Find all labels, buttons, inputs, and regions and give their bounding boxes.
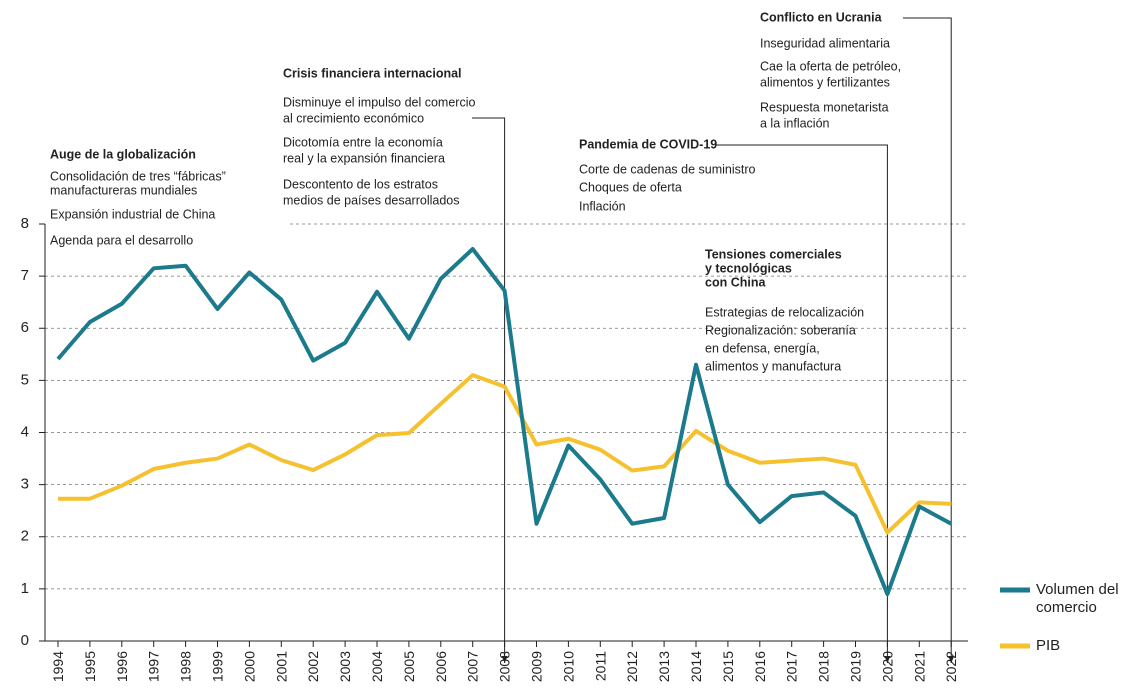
annotation-item: Consolidación de tres “fábricas” bbox=[50, 169, 226, 183]
x-tick-label: 2021 bbox=[911, 651, 927, 682]
x-tick-label: 2006 bbox=[433, 651, 449, 682]
x-tick-label: 2016 bbox=[752, 651, 768, 682]
x-tick-label: 1996 bbox=[114, 651, 130, 682]
x-tick-label: 2009 bbox=[529, 651, 545, 682]
x-tick-label: 2004 bbox=[369, 651, 385, 682]
x-tick-label: 2020 bbox=[879, 651, 895, 682]
line-series bbox=[58, 373, 952, 535]
x-tick-label: 2022 bbox=[943, 651, 959, 682]
annotation-item: manufactureras mundiales bbox=[50, 183, 197, 197]
x-tick-label: 2005 bbox=[401, 651, 417, 682]
x-tick-label: 2019 bbox=[848, 651, 864, 682]
annotation-item: Corte de cadenas de suministro bbox=[579, 162, 756, 176]
y-tick-label: 3 bbox=[21, 476, 29, 493]
y-tick-label: 4 bbox=[21, 423, 29, 440]
x-tick-label: 1999 bbox=[210, 651, 226, 682]
y-tick-label: 0 bbox=[21, 632, 29, 649]
legend-label: PIB bbox=[1036, 637, 1061, 654]
y-tick-label: 1 bbox=[21, 580, 29, 597]
annotation-title: Crisis financiera internacional bbox=[283, 66, 462, 80]
x-tick-label: 1997 bbox=[146, 651, 162, 682]
x-tick-label: 2017 bbox=[784, 651, 800, 682]
annotation-item: Dicotomía entre la economía bbox=[283, 135, 443, 149]
annotation-item: Choques de oferta bbox=[579, 180, 682, 194]
annotation-item: al crecimiento económico bbox=[283, 111, 424, 125]
annotation-item: a la inflación bbox=[760, 116, 830, 130]
annotation-item: Cae la oferta de petróleo, bbox=[760, 59, 901, 73]
x-tick-label: 2012 bbox=[624, 651, 640, 682]
x-tick-label: 1995 bbox=[82, 651, 98, 682]
x-tick-label: 2002 bbox=[305, 651, 321, 682]
annotation-item: Descontento de los estratos bbox=[283, 177, 438, 191]
annotation-title: Auge de la globalización bbox=[50, 147, 196, 161]
x-tick-label: 2018 bbox=[816, 651, 832, 682]
x-tick-label: 2013 bbox=[656, 651, 672, 682]
annotation-item: Inflación bbox=[579, 199, 626, 213]
annotation-title: con China bbox=[705, 275, 766, 289]
y-tick-label: 8 bbox=[21, 215, 29, 232]
x-tick-label: 2015 bbox=[720, 651, 736, 682]
annotation-item: Inseguridad alimentaria bbox=[760, 36, 890, 50]
connector-head bbox=[501, 656, 508, 663]
annotation-item: real y la expansión financiera bbox=[283, 151, 445, 165]
annotation-item: Expansión industrial de China bbox=[50, 207, 215, 221]
annotation-title: y tecnológicas bbox=[705, 261, 792, 275]
y-tick-label: 5 bbox=[21, 371, 29, 388]
annotation-item: Respuesta monetarista bbox=[760, 100, 889, 114]
connector bbox=[903, 17, 952, 663]
x-tick-label: 2000 bbox=[241, 651, 257, 682]
x-tick-label: 2007 bbox=[465, 651, 481, 682]
x-tick-label: 2011 bbox=[592, 651, 608, 681]
annotation-item: alimentos y manufactura bbox=[705, 359, 841, 373]
y-tick-label: 7 bbox=[21, 267, 29, 284]
x-tick-label: 2008 bbox=[497, 651, 513, 682]
annotation-title: Conflicto en Ucrania bbox=[760, 10, 883, 24]
annotation-title: Pandemia de COVID-19 bbox=[579, 137, 717, 151]
annotation-item: Regionalización: soberanía bbox=[705, 323, 856, 337]
y-tick-label: 6 bbox=[21, 319, 29, 336]
annotation-item: medios de países desarrollados bbox=[283, 193, 460, 207]
annotation-item: Estrategias de relocalización bbox=[705, 305, 864, 319]
x-tick-label: 2010 bbox=[560, 651, 576, 682]
annotation-item: alimentos y fertilizantes bbox=[760, 75, 890, 89]
x-tick-label: 2014 bbox=[688, 651, 704, 682]
legend-label: Volumen del comercio bbox=[1036, 581, 1119, 616]
x-tick-label: 2001 bbox=[273, 651, 289, 682]
x-tick-label: 1998 bbox=[178, 651, 194, 682]
connector bbox=[716, 144, 888, 663]
line-series bbox=[56, 247, 953, 597]
annotation-item: Disminuye el impulso del comercio bbox=[283, 95, 475, 109]
annotation-title: Tensiones comerciales bbox=[705, 247, 842, 261]
connector-head bbox=[948, 656, 955, 663]
x-tick-label: 1994 bbox=[50, 651, 66, 682]
x-tick-label: 2003 bbox=[337, 651, 353, 682]
connector-head bbox=[884, 656, 891, 663]
annotation-item: Agenda para el desarrollo bbox=[50, 233, 193, 247]
y-tick-label: 2 bbox=[21, 528, 29, 545]
annotation-item: en defensa, energía, bbox=[705, 341, 820, 355]
connector bbox=[472, 117, 506, 663]
